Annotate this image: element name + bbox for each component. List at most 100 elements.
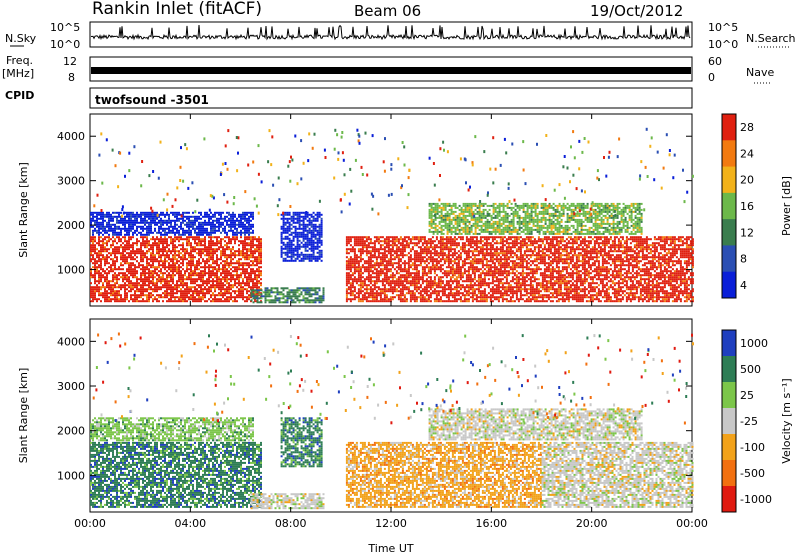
data-cell <box>204 282 206 285</box>
data-cell <box>142 268 144 271</box>
data-cell <box>294 217 297 220</box>
data-cell <box>278 291 281 294</box>
data-cell <box>154 260 156 263</box>
data-cell <box>180 296 182 299</box>
data-cell <box>363 242 366 245</box>
data-cell <box>224 290 226 293</box>
data-cell <box>238 219 240 222</box>
data-cell <box>469 246 472 249</box>
data-cell <box>184 272 186 275</box>
data-cell <box>250 223 252 226</box>
data-cell <box>152 231 154 234</box>
data-cell <box>373 276 376 279</box>
data-cell <box>260 250 262 253</box>
data-cell <box>399 280 402 283</box>
data-cell <box>96 231 98 234</box>
data-cell <box>146 252 148 255</box>
data-cell <box>170 258 172 261</box>
data-cell <box>302 219 305 222</box>
data-cell <box>124 282 126 285</box>
data-cell <box>425 254 428 257</box>
data-cell <box>200 227 202 230</box>
data-cell <box>190 254 192 257</box>
data-cell <box>455 242 458 245</box>
data-cell <box>208 233 210 236</box>
data-cell <box>347 242 350 245</box>
data-cell <box>411 290 414 293</box>
data-cell <box>318 251 321 254</box>
data-cell <box>395 246 398 249</box>
data-cell <box>198 284 200 287</box>
data-cell <box>467 284 470 287</box>
data-cell <box>98 282 100 285</box>
data-cell <box>314 297 317 300</box>
data-cell <box>266 293 269 296</box>
data-cell <box>110 252 112 255</box>
data-cell <box>146 238 148 241</box>
data-cell <box>252 272 254 275</box>
data-cell <box>306 229 309 232</box>
data-cell <box>232 276 234 279</box>
data-cell <box>150 260 152 263</box>
data-cell <box>423 240 426 243</box>
data-cell <box>232 296 234 299</box>
data-cell <box>210 270 212 273</box>
data-cell <box>106 284 108 287</box>
data-cell <box>365 254 368 257</box>
data-cell <box>176 211 178 214</box>
data-cell <box>467 278 470 281</box>
data-cell <box>417 296 420 299</box>
data-cell <box>284 223 287 226</box>
data-cell <box>122 256 124 259</box>
data-cell <box>216 225 218 228</box>
data-cell <box>232 262 234 265</box>
data-cell <box>226 300 228 303</box>
data-cell <box>413 284 416 287</box>
data-cell <box>92 248 94 251</box>
data-cell <box>447 300 450 303</box>
data-cell <box>447 246 450 249</box>
data-cell <box>240 223 242 226</box>
data-cell <box>449 280 452 283</box>
data-cell <box>395 280 398 283</box>
data-cell <box>240 258 242 261</box>
data-cell <box>104 258 106 261</box>
data-cell <box>124 272 126 275</box>
data-cell <box>116 258 118 261</box>
data-cell <box>166 219 168 222</box>
data-cell <box>110 294 112 297</box>
data-cell <box>164 286 166 289</box>
data-cell <box>461 236 464 239</box>
data-cell <box>292 221 295 224</box>
data-cell <box>154 268 156 271</box>
data-cell <box>302 233 305 236</box>
data-cell <box>224 284 226 287</box>
data-cell <box>172 213 174 216</box>
data-cell <box>240 284 242 287</box>
data-cell <box>238 264 240 267</box>
data-cell <box>192 221 194 224</box>
data-cell <box>126 244 128 247</box>
data-cell <box>126 294 128 297</box>
data-cell <box>481 240 484 243</box>
data-cell <box>286 227 289 230</box>
data-cell <box>128 219 130 222</box>
data-cell <box>106 268 108 271</box>
data-cell <box>216 280 218 283</box>
data-cell <box>224 298 226 301</box>
data-cell <box>288 249 291 252</box>
data-cell <box>447 292 450 295</box>
data-cell <box>136 276 138 279</box>
data-cell <box>276 291 279 294</box>
data-cell <box>144 252 146 255</box>
data-cell <box>152 294 154 297</box>
data-cell <box>455 292 458 295</box>
data-cell <box>142 213 144 216</box>
data-cell <box>176 217 178 220</box>
data-cell <box>391 246 394 249</box>
data-cell <box>122 284 124 287</box>
data-cell <box>296 235 299 238</box>
data-cell <box>383 258 386 261</box>
data-cell <box>146 260 148 263</box>
data-cell <box>176 213 178 216</box>
